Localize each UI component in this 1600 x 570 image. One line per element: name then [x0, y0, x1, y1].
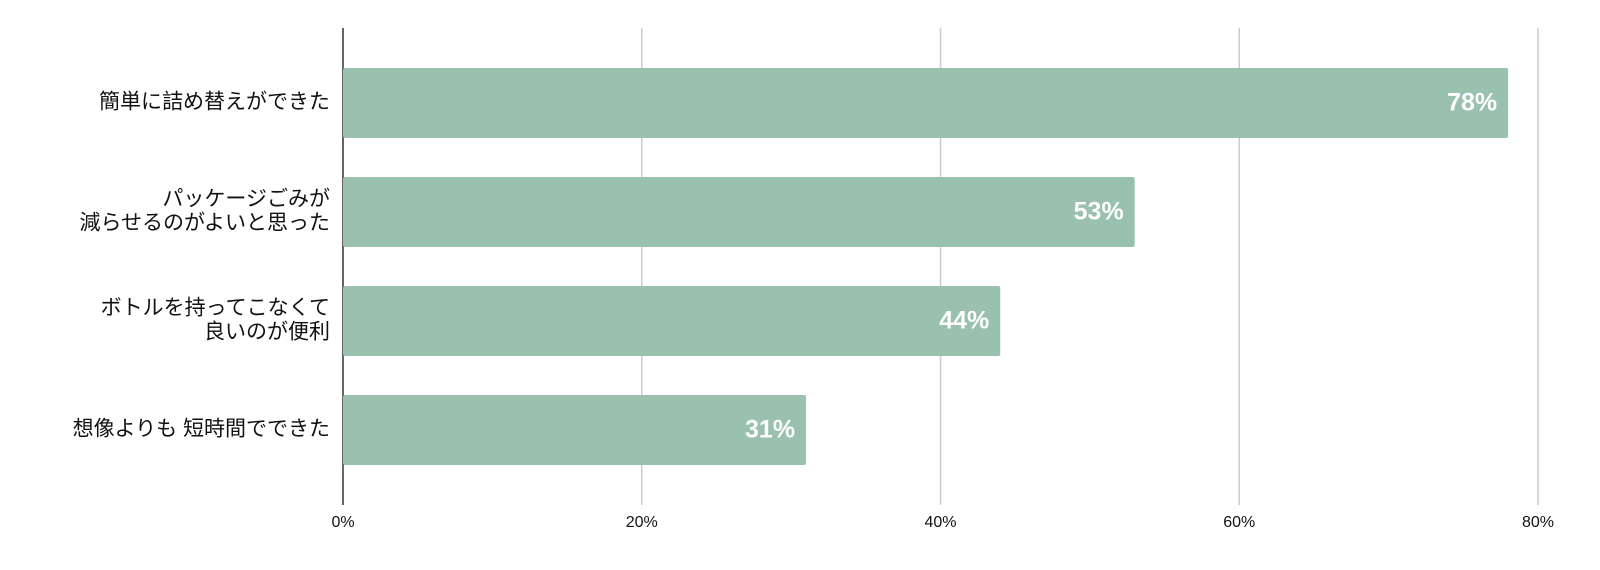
y-tick-label: 良いのが便利	[204, 321, 330, 344]
value-label: 53%	[1074, 198, 1124, 226]
x-tick-label: 60%	[1223, 514, 1255, 531]
bar	[343, 395, 807, 465]
bar	[343, 286, 1001, 356]
x-tick-label: 80%	[1522, 514, 1554, 531]
y-tick-label: パッケージごみが	[162, 188, 330, 211]
x-tick-label: 40%	[924, 514, 956, 531]
value-label: 78%	[1447, 89, 1497, 117]
bar	[343, 68, 1509, 138]
y-tick-label: ボトルを持ってこなくて	[101, 297, 330, 320]
value-label: 31%	[745, 416, 795, 444]
y-tick-label: 想像よりも 短時間でできた	[73, 418, 330, 441]
x-tick-label: 0%	[331, 514, 354, 531]
value-label: 44%	[939, 307, 989, 335]
y-tick-label: 減らせるのがよいと思った	[79, 212, 330, 235]
y-tick-label: 簡単に詰め替えができた	[99, 91, 330, 114]
x-tick-label: 20%	[626, 514, 658, 531]
bar	[343, 177, 1135, 247]
